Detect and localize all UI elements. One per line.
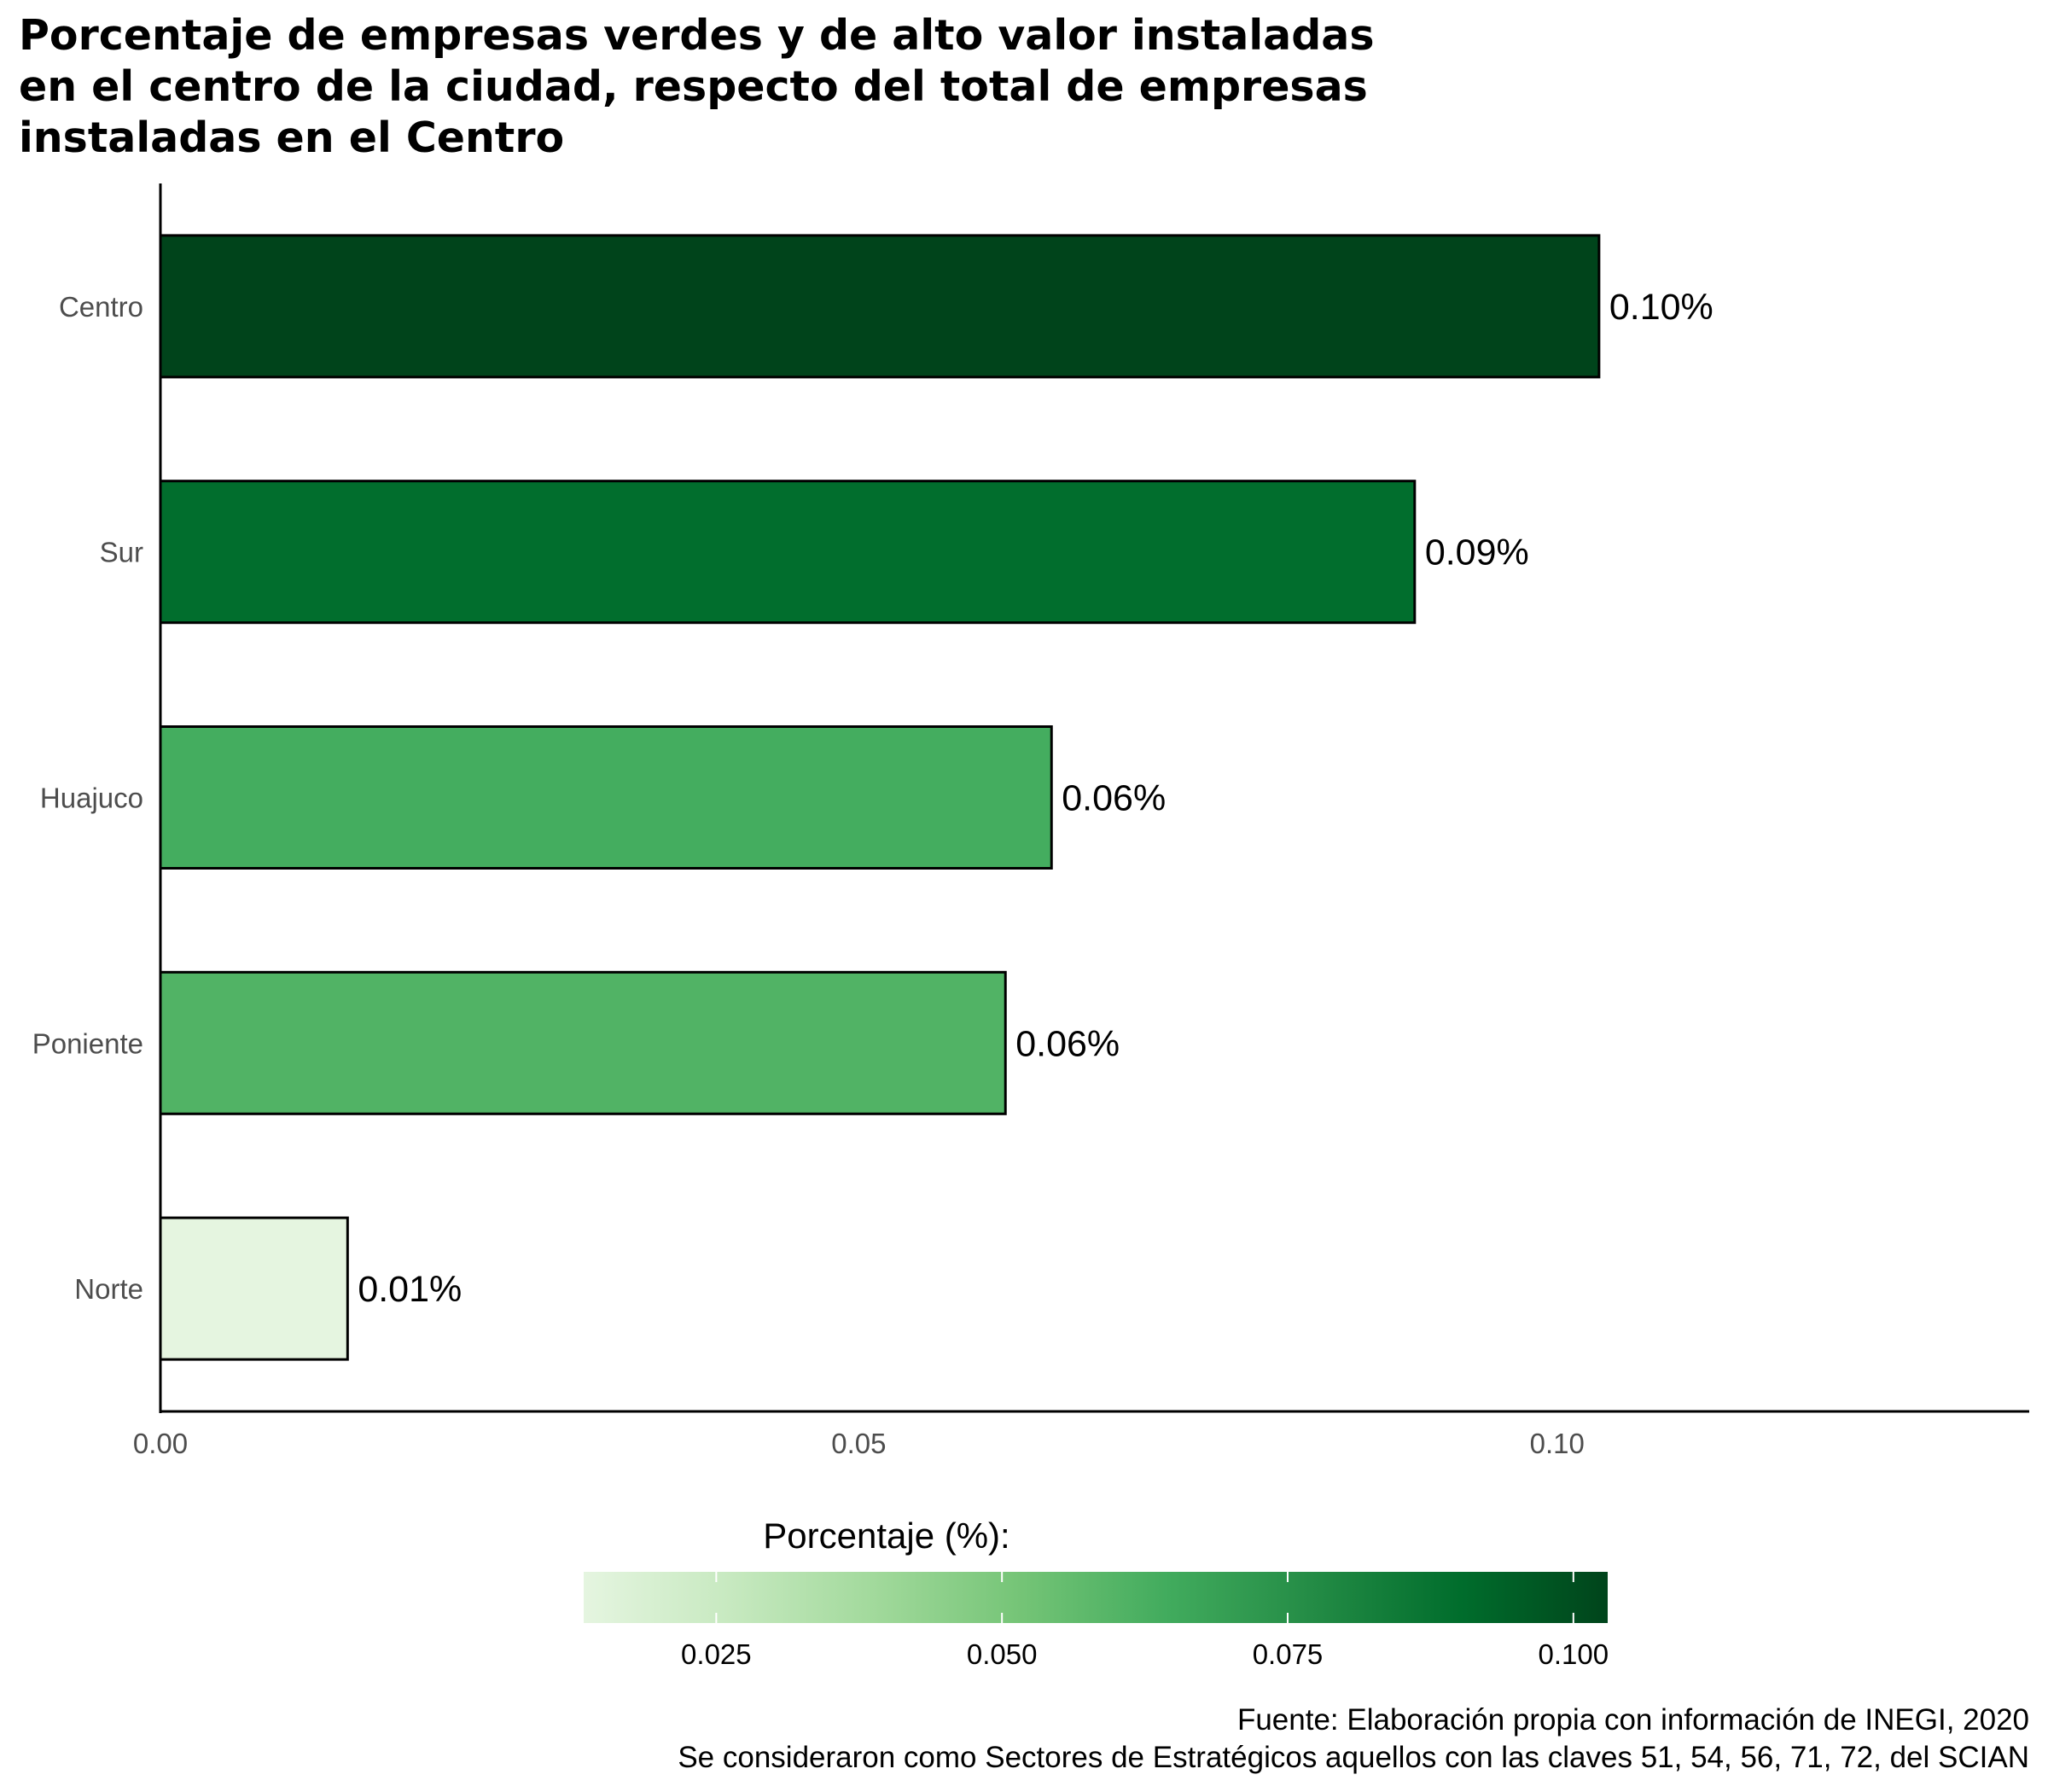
category-label-huajuco: Huajuco xyxy=(40,783,143,814)
legend-colorbar xyxy=(584,1572,1608,1623)
x-tick-label: 0.05 xyxy=(831,1428,886,1459)
x-tick-label: 0.10 xyxy=(1530,1428,1585,1459)
bar-poniente xyxy=(159,970,1007,1115)
caption-note: Se consideraron como Sectores de Estraté… xyxy=(678,1741,2029,1774)
category-label-norte: Norte xyxy=(74,1273,143,1305)
caption: Fuente: Elaboración propia con informaci… xyxy=(678,1703,2029,1774)
data-label-poniente: 0.06% xyxy=(1015,1023,1120,1064)
bar-norte xyxy=(159,1216,349,1361)
legend-tick-label: 0.075 xyxy=(1253,1638,1324,1670)
data-label-centro: 0.10% xyxy=(1609,287,1713,328)
x-tick-label: 0.00 xyxy=(133,1428,188,1459)
bar-centro xyxy=(159,234,1601,379)
legend-tick-label: 0.050 xyxy=(967,1638,1038,1670)
legend-title: Porcentaje (%): xyxy=(763,1516,1009,1556)
chart-title: Porcentaje de empresas verdes y de alto … xyxy=(19,11,1375,162)
data-label-sur: 0.09% xyxy=(1425,532,1529,573)
legend-tick-label: 0.100 xyxy=(1539,1638,1609,1670)
category-label-poniente: Poniente xyxy=(32,1027,143,1059)
bar-huajuco xyxy=(159,725,1053,870)
legend: Porcentaje (%): 0.025 0.050 0.075 0.100 xyxy=(584,1516,1609,1670)
data-labels: 0.10% 0.09% 0.06% 0.06% 0.01% xyxy=(358,287,1713,1310)
category-label-centro: Centro xyxy=(59,291,143,323)
chart-title-line: en el centro de la ciudad, respecto del … xyxy=(19,62,1368,111)
data-label-huajuco: 0.06% xyxy=(1062,778,1166,819)
x-axis-ticks: 0.00 0.05 0.10 xyxy=(133,1428,1585,1459)
category-label-sur: Sur xyxy=(100,537,143,568)
bar-sur xyxy=(159,480,1417,625)
legend-ticks: 0.025 0.050 0.075 0.100 xyxy=(681,1572,1609,1670)
bars-group xyxy=(159,234,1601,1361)
legend-tick-label: 0.025 xyxy=(681,1638,752,1670)
chart-title-line: Porcentaje de empresas verdes y de alto … xyxy=(19,11,1375,60)
data-label-norte: 0.01% xyxy=(358,1269,462,1310)
caption-source: Fuente: Elaboración propia con informaci… xyxy=(1237,1703,2029,1737)
category-labels: Centro Sur Huajuco Poniente Norte xyxy=(32,291,143,1305)
chart-title-line: instaladas en el Centro xyxy=(19,113,564,162)
